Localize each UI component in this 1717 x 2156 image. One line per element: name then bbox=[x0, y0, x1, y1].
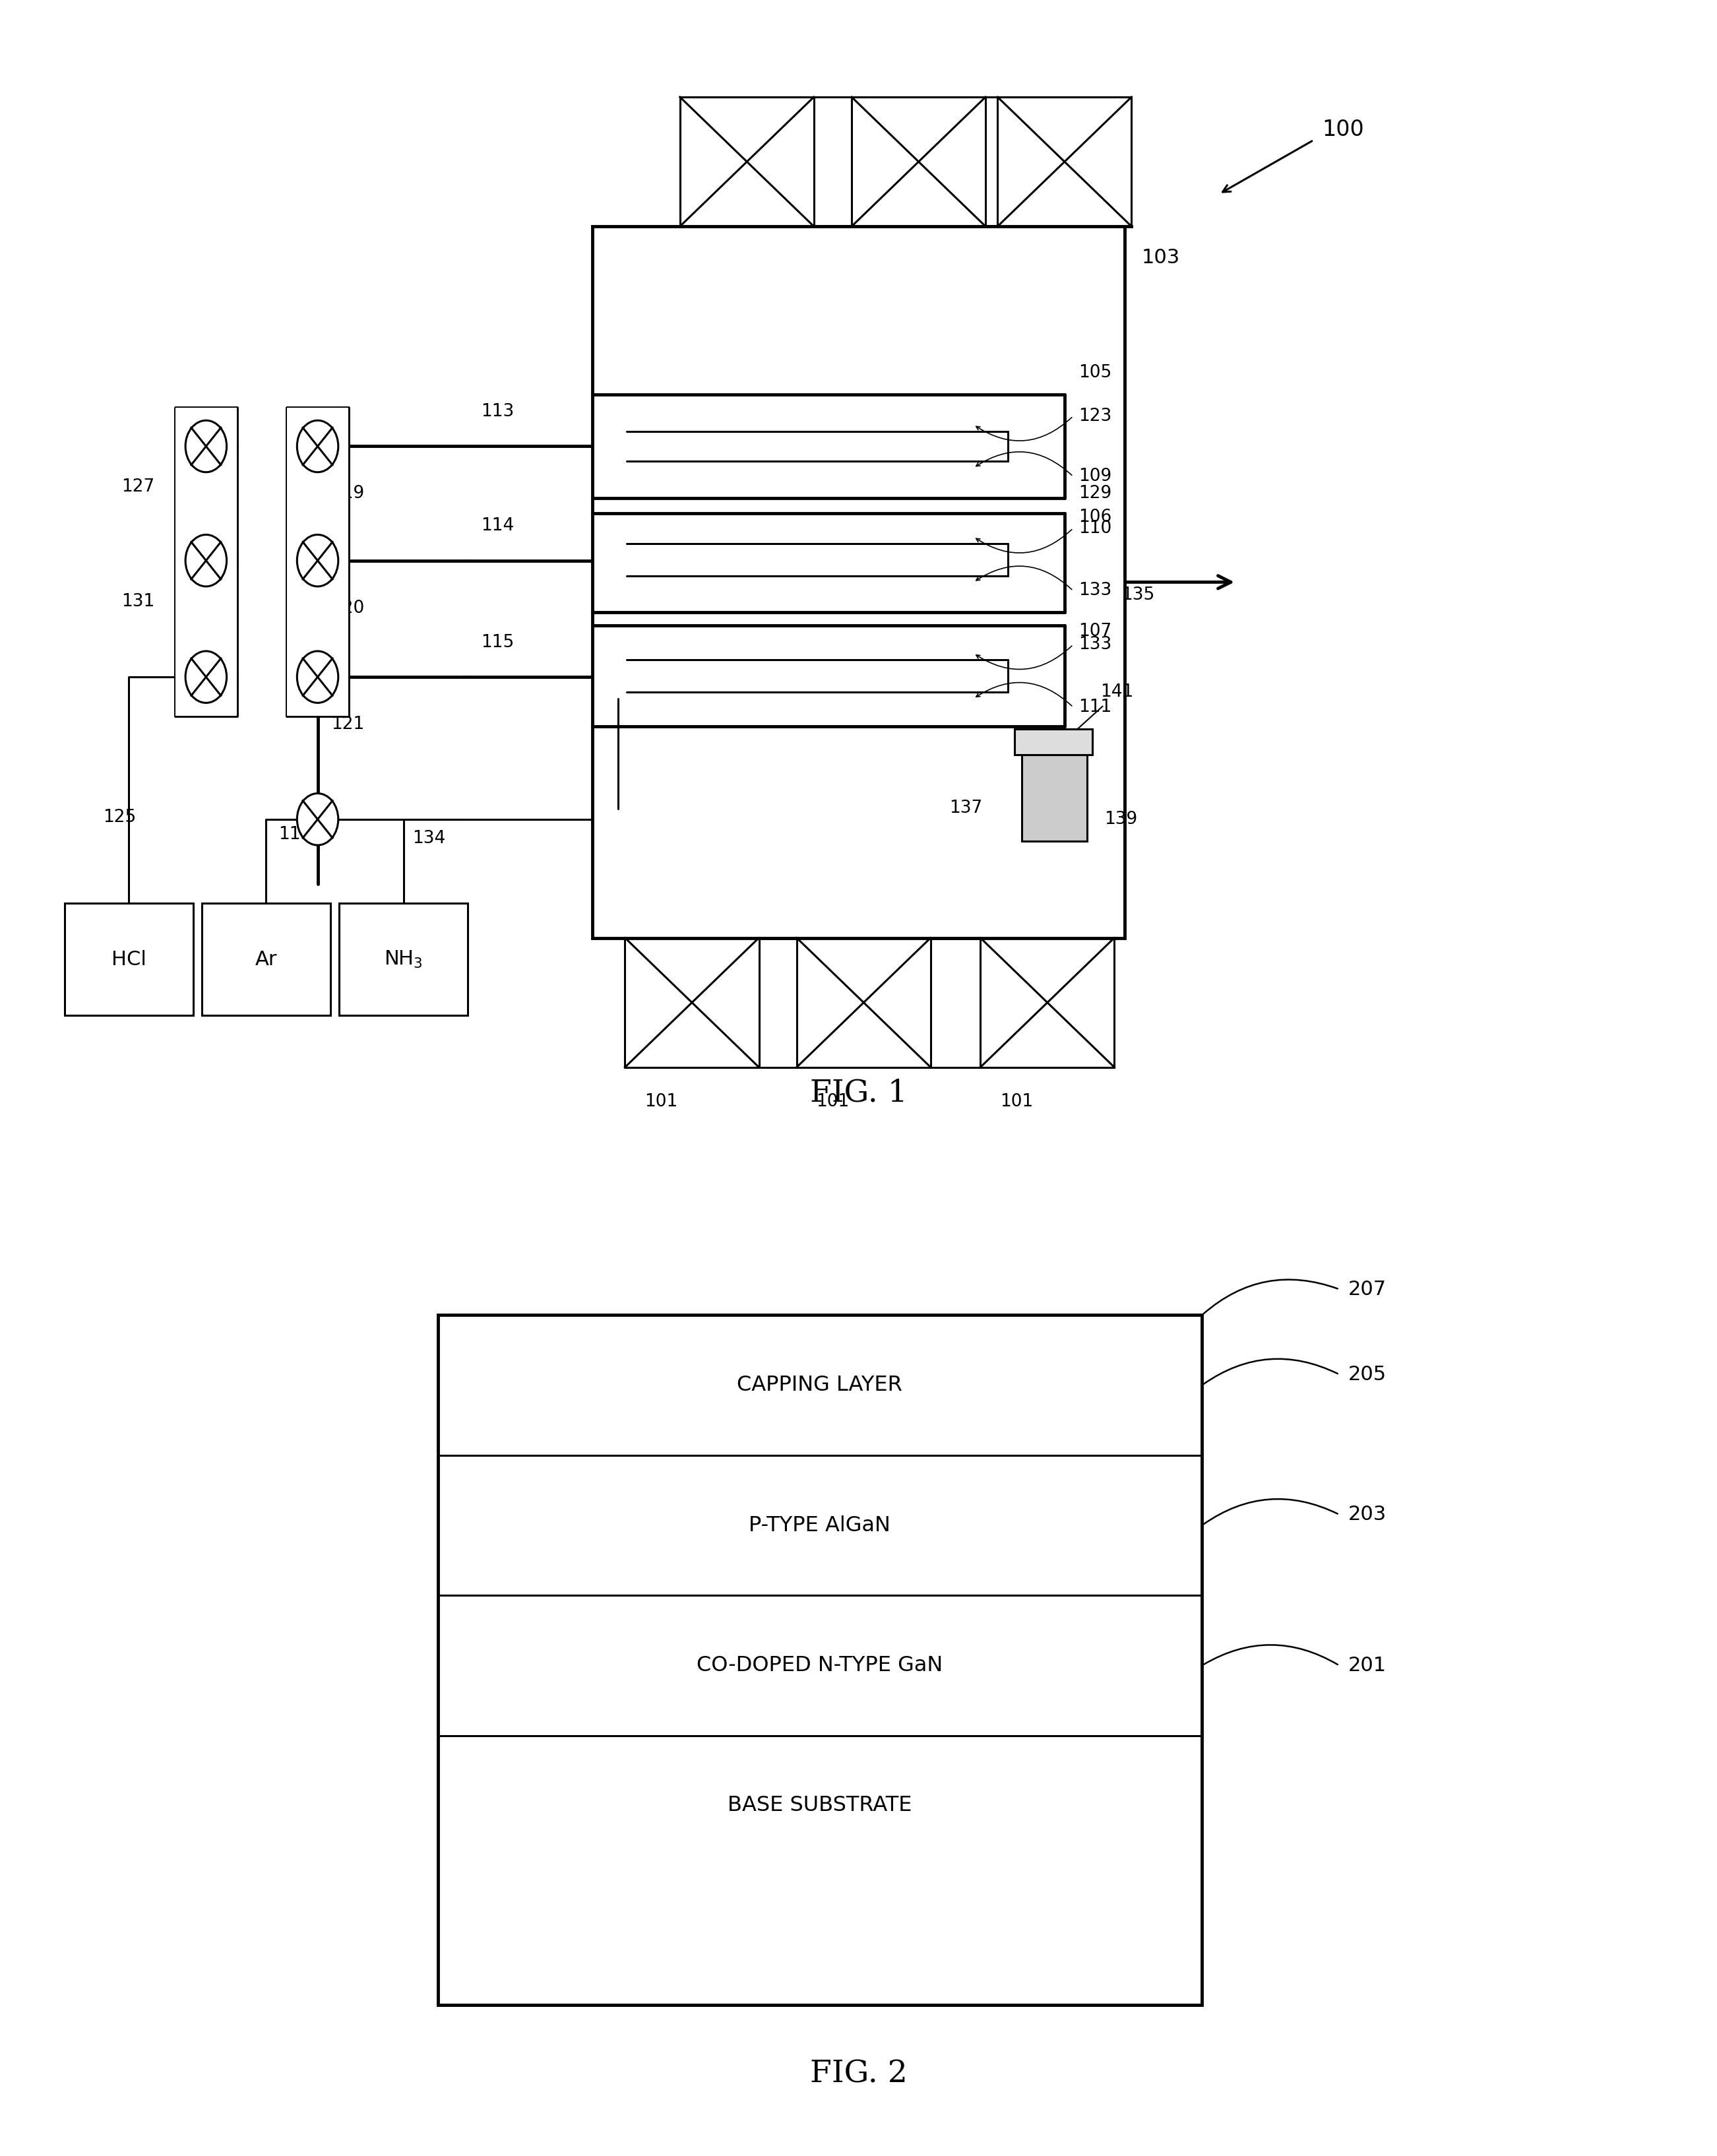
Circle shape bbox=[297, 651, 338, 703]
Bar bbox=[592, 513, 1065, 612]
Bar bbox=[797, 938, 931, 1067]
Text: 117: 117 bbox=[278, 826, 311, 843]
Circle shape bbox=[297, 535, 338, 586]
Text: 203: 203 bbox=[1348, 1505, 1386, 1524]
Text: 103: 103 bbox=[1142, 248, 1180, 267]
Text: 139: 139 bbox=[1104, 811, 1137, 828]
Text: 129: 129 bbox=[1078, 485, 1111, 502]
Text: 201: 201 bbox=[1348, 1656, 1386, 1675]
Text: CO-DOPED N-TYPE GaN: CO-DOPED N-TYPE GaN bbox=[697, 1656, 943, 1675]
Circle shape bbox=[297, 420, 338, 472]
Text: 101: 101 bbox=[999, 1093, 1034, 1110]
Bar bbox=[592, 226, 1125, 938]
Text: BASE SUBSTRATE: BASE SUBSTRATE bbox=[728, 1796, 912, 1815]
Circle shape bbox=[185, 420, 227, 472]
Text: 109: 109 bbox=[1078, 468, 1111, 485]
Text: NH$_3$: NH$_3$ bbox=[385, 949, 422, 970]
Text: 125: 125 bbox=[103, 808, 136, 826]
Text: 135: 135 bbox=[1121, 586, 1154, 604]
Bar bbox=[1015, 729, 1092, 755]
Text: 131: 131 bbox=[122, 593, 155, 610]
Text: Ar: Ar bbox=[256, 951, 276, 968]
Text: 100: 100 bbox=[1322, 119, 1363, 140]
Text: 123: 123 bbox=[1078, 407, 1111, 425]
Text: CAPPING LAYER: CAPPING LAYER bbox=[737, 1376, 903, 1395]
Bar bbox=[340, 903, 467, 1015]
Bar bbox=[203, 903, 330, 1015]
Bar bbox=[175, 407, 237, 716]
Text: 110: 110 bbox=[1078, 520, 1111, 537]
Bar bbox=[65, 903, 192, 1015]
Bar bbox=[852, 97, 986, 226]
Bar bbox=[980, 938, 1114, 1067]
Circle shape bbox=[185, 535, 227, 586]
Bar bbox=[680, 97, 814, 226]
Text: 113: 113 bbox=[481, 403, 513, 420]
Text: 134: 134 bbox=[412, 830, 445, 847]
Text: 114: 114 bbox=[481, 517, 513, 535]
Bar bbox=[287, 407, 349, 716]
Text: 205: 205 bbox=[1348, 1365, 1386, 1384]
Text: 101: 101 bbox=[644, 1093, 678, 1110]
Text: 120: 120 bbox=[331, 599, 364, 617]
Text: FIG. 1: FIG. 1 bbox=[810, 1078, 907, 1108]
Text: 121: 121 bbox=[331, 716, 364, 733]
Bar bbox=[592, 625, 1065, 727]
Text: P-TYPE AlGaN: P-TYPE AlGaN bbox=[749, 1516, 891, 1535]
Text: 105: 105 bbox=[1078, 364, 1111, 382]
Bar bbox=[625, 938, 759, 1067]
Text: HCl: HCl bbox=[112, 951, 146, 968]
Text: 127: 127 bbox=[122, 479, 155, 496]
Text: 133: 133 bbox=[1078, 582, 1111, 599]
Text: 119: 119 bbox=[331, 485, 364, 502]
Text: 133: 133 bbox=[1078, 636, 1111, 653]
Text: 207: 207 bbox=[1348, 1281, 1386, 1298]
Text: 106: 106 bbox=[1078, 509, 1111, 526]
Bar bbox=[592, 395, 1065, 498]
Text: 101: 101 bbox=[816, 1093, 850, 1110]
Bar bbox=[1022, 755, 1087, 841]
Bar bbox=[438, 1315, 1202, 2005]
Text: 115: 115 bbox=[481, 634, 513, 651]
Circle shape bbox=[185, 651, 227, 703]
Text: 111: 111 bbox=[1078, 699, 1111, 716]
Circle shape bbox=[297, 793, 338, 845]
Text: 137: 137 bbox=[950, 800, 982, 817]
Text: FIG. 2: FIG. 2 bbox=[810, 2059, 907, 2089]
Text: 141: 141 bbox=[1101, 683, 1133, 701]
Bar bbox=[998, 97, 1132, 226]
Text: 107: 107 bbox=[1078, 623, 1111, 640]
